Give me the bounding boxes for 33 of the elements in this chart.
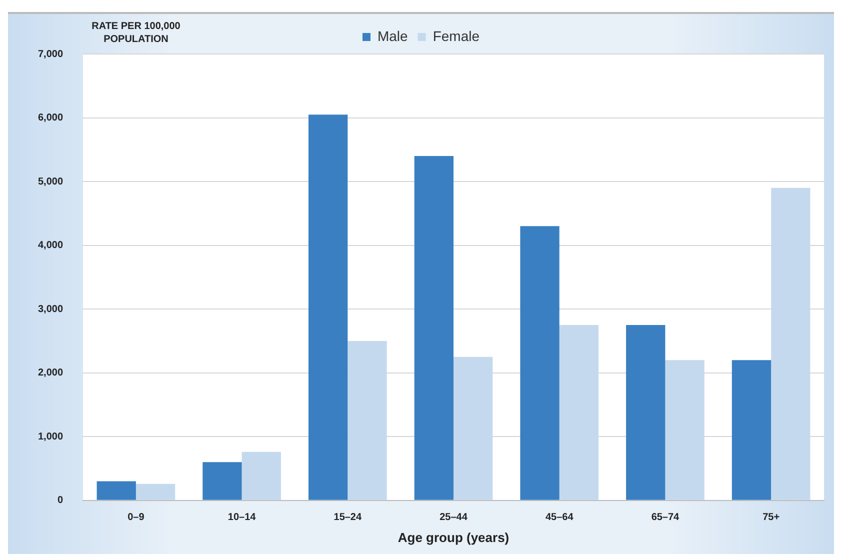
legend-label: Male <box>377 28 408 44</box>
y-tick-label: 7,000 <box>38 48 64 60</box>
y-tick-label: 6,000 <box>38 112 64 124</box>
bar <box>732 360 772 500</box>
y-tick-label: 4,000 <box>38 240 64 252</box>
bar <box>665 360 704 500</box>
x-axis-title: Age group (years) <box>398 530 510 545</box>
bar <box>559 325 599 500</box>
y-tick-label: 5,000 <box>38 176 64 188</box>
x-tick-label: 10–14 <box>228 512 256 524</box>
bar <box>520 226 560 500</box>
bar <box>414 156 454 500</box>
legend-label: Female <box>432 28 480 44</box>
y-tick-label: 1,000 <box>38 431 64 442</box>
bar <box>626 325 666 500</box>
x-tick-label: 15–24 <box>334 512 362 524</box>
bar <box>348 340 387 500</box>
y-axis-title: RATE PER 100,000 POPULATION <box>90 20 182 46</box>
x-tick-label: 45–64 <box>545 512 574 524</box>
x-tick-label: 25–44 <box>440 512 468 524</box>
x-tick-label: 75+ <box>762 512 780 524</box>
y-tick-label: 3,000 <box>38 304 64 315</box>
bar <box>771 188 810 500</box>
bar <box>308 114 348 500</box>
bar <box>136 484 176 500</box>
bar <box>454 356 493 500</box>
y-tick-label: 0 <box>57 495 64 506</box>
y-tick-label: 2,000 <box>38 368 64 379</box>
x-tick-label: 65–74 <box>651 512 680 524</box>
bar <box>202 462 242 500</box>
bar <box>242 452 281 500</box>
x-tick-label: 0–9 <box>128 512 145 524</box>
bar <box>96 481 136 500</box>
